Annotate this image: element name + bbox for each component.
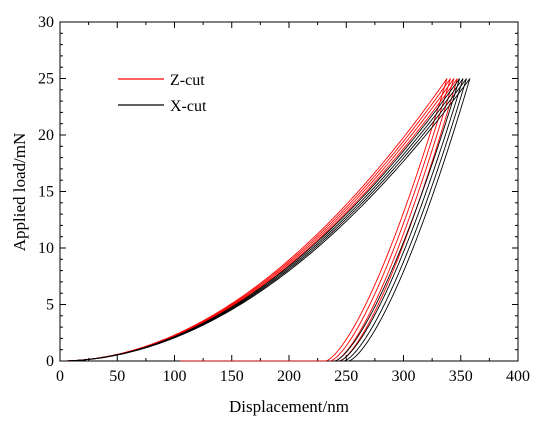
x-tick-label: 0	[56, 368, 64, 385]
ticks	[59, 21, 519, 362]
y-tick-label: 30	[38, 14, 54, 31]
legend: Z-cut X-cut	[118, 72, 207, 115]
legend-label-x-cut: X-cut	[170, 98, 207, 115]
curve-z-cut-1	[59, 78, 448, 362]
y-tick-label: 5	[46, 297, 54, 314]
curve-z-cut-2	[59, 78, 451, 362]
tick-labels: 0 50 100 150 200 250 300 350 400 0 5 10 15 20 25 30	[38, 14, 530, 385]
x-tick-label: 300	[392, 368, 416, 385]
curve-x-cut-2	[59, 78, 464, 362]
x-axis-label: Displacement/nm	[229, 397, 349, 416]
plot-frame	[59, 21, 519, 362]
y-axis-label: Applied load/mN	[10, 133, 29, 252]
y-tick-label: 20	[38, 127, 54, 144]
legend-label-z-cut: Z-cut	[170, 72, 205, 89]
x-tick-label: 350	[449, 368, 473, 385]
curve-x-cut-1	[59, 78, 461, 362]
x-tick-label: 150	[220, 368, 244, 385]
y-tick-label: 10	[38, 240, 54, 257]
x-tick-label: 400	[506, 368, 530, 385]
y-tick-label: 25	[38, 71, 54, 88]
x-tick-label: 50	[109, 368, 125, 385]
x-tick-label: 100	[163, 368, 187, 385]
x-tick-label: 250	[334, 368, 358, 385]
curve-x-cut-4	[59, 78, 471, 362]
curve-x-cut-3	[59, 78, 467, 362]
y-tick-label: 15	[38, 184, 54, 201]
x-tick-label: 200	[277, 368, 301, 385]
curve-z-cut-4	[59, 78, 458, 362]
curve-z-cut-3	[59, 78, 455, 362]
y-tick-label: 0	[46, 353, 54, 370]
curves	[59, 78, 471, 362]
